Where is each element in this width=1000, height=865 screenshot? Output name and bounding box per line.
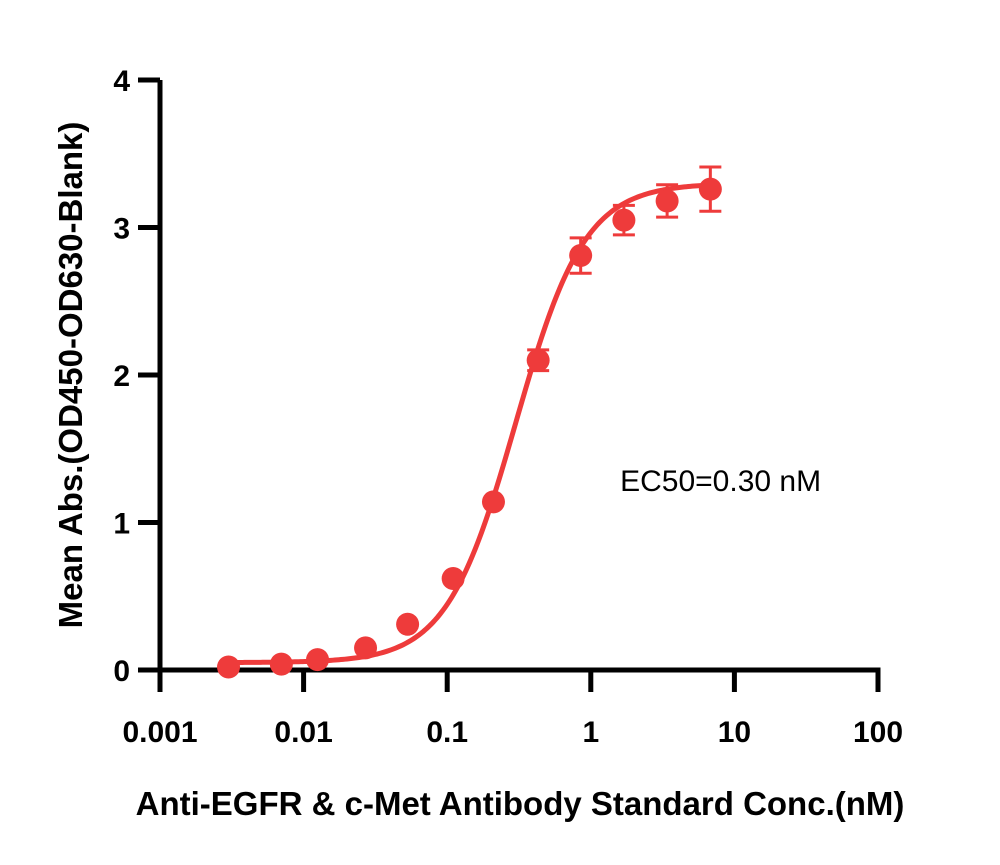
data-point [569, 244, 593, 268]
x-ticks: 0.001 0.01 0.1 1 10 100 [122, 670, 903, 749]
data-point [655, 189, 679, 213]
x-tick-label: 10 [718, 716, 751, 749]
x-tick-label: 1 [582, 716, 599, 749]
data-points [217, 177, 722, 679]
data-point [698, 177, 722, 201]
fit-curve [226, 182, 713, 665]
error-bars [527, 165, 722, 373]
x-tick-label: 0.1 [426, 716, 468, 749]
ec50-annotation: EC50=0.30 nM [620, 465, 821, 498]
y-ticks: 0 1 2 3 4 [113, 65, 160, 688]
x-tick-label: 0.001 [122, 716, 197, 749]
y-tick-label: 3 [113, 213, 130, 246]
x-tick-label: 100 [853, 716, 903, 749]
data-point [612, 208, 636, 232]
data-point [481, 490, 505, 514]
data-point [526, 348, 550, 372]
y-tick-label: 2 [113, 360, 130, 393]
data-point [217, 655, 241, 679]
y-tick-label: 4 [113, 65, 130, 98]
data-point [354, 636, 378, 660]
x-axis-title: Anti-EGFR & c-Met Antibody Standard Conc… [136, 785, 905, 822]
data-point [441, 567, 465, 591]
data-point [269, 652, 293, 676]
axes [157, 80, 881, 673]
y-tick-label: 1 [113, 508, 130, 541]
data-point [396, 612, 420, 636]
data-point [306, 648, 330, 672]
y-axis-title: Mean Abs.(OD450-OD630-Blank) [52, 122, 89, 629]
x-tick-label: 0.01 [274, 716, 332, 749]
y-tick-label: 0 [113, 655, 130, 688]
